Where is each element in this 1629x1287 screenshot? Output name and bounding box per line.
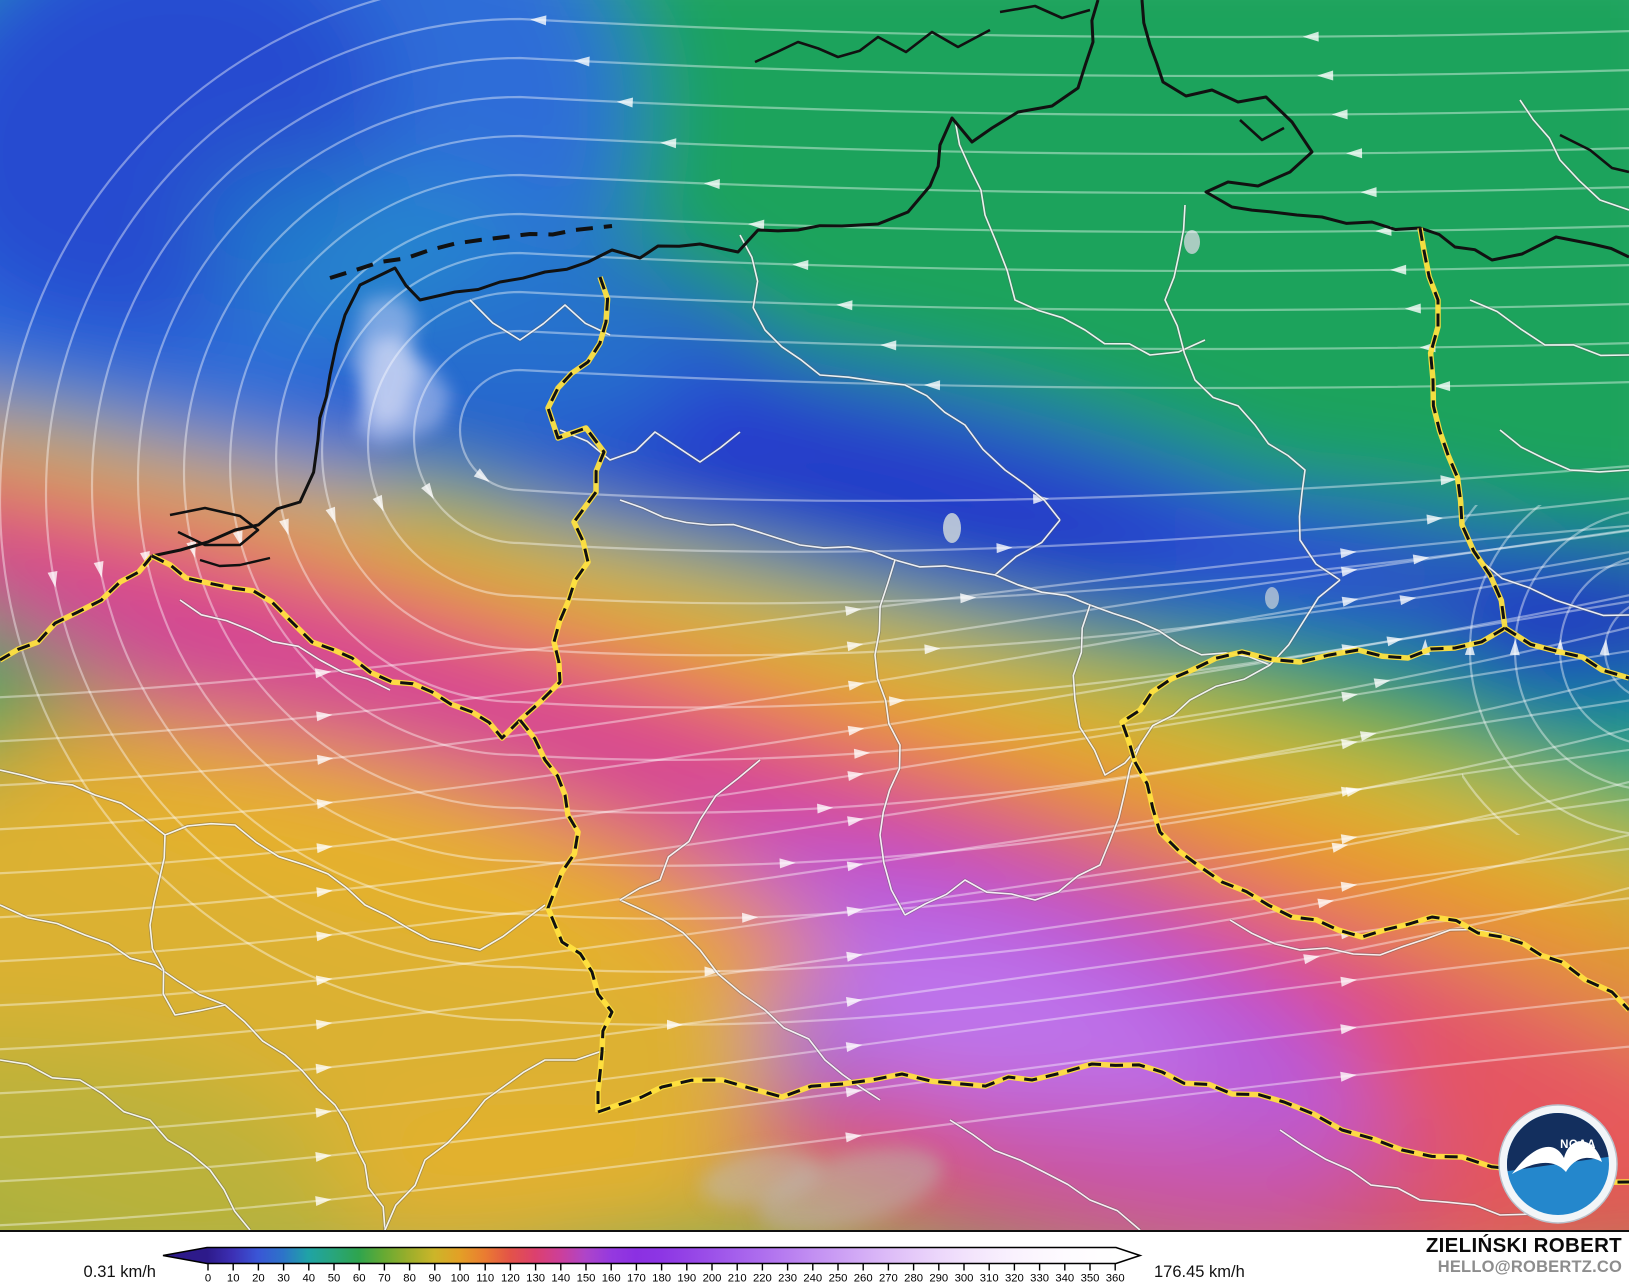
legend-tick-label: 140 xyxy=(551,1273,570,1285)
color-scale-bar xyxy=(162,1246,1143,1265)
legend-tick-label: 310 xyxy=(980,1273,999,1285)
legend-min-label: 0.31 km/h xyxy=(84,1263,156,1281)
legend-tick-label: 200 xyxy=(703,1273,722,1285)
legend-tick-label: 120 xyxy=(501,1273,520,1285)
legend-max-label: 176.45 km/h xyxy=(1154,1263,1245,1281)
legend-tick-label: 280 xyxy=(904,1273,923,1285)
noaa-seagull-icon xyxy=(1512,1141,1602,1174)
legend-tick-label: 90 xyxy=(429,1273,442,1285)
noaa-logo: NOAA xyxy=(1498,1104,1618,1224)
legend-tick-label: 240 xyxy=(803,1273,822,1285)
legend-tick-label: 130 xyxy=(526,1273,545,1285)
legend-tick-label: 230 xyxy=(778,1273,797,1285)
noaa-logo-text: NOAA xyxy=(1560,1139,1596,1151)
legend-tick-label: 0 xyxy=(205,1273,211,1285)
legend-tick-label: 350 xyxy=(1081,1273,1100,1285)
legend-tick-label: 340 xyxy=(1055,1273,1074,1285)
wind-speed-color-field xyxy=(0,0,1629,1230)
legend-tick-label: 190 xyxy=(677,1273,696,1285)
legend-tick-label: 100 xyxy=(451,1273,470,1285)
legend-tick-label: 290 xyxy=(929,1273,948,1285)
legend-tick-label: 10 xyxy=(227,1273,240,1285)
legend-tick-label: 150 xyxy=(577,1273,596,1285)
legend-tick-label: 250 xyxy=(829,1273,848,1285)
legend-tick-label: 80 xyxy=(403,1273,416,1285)
attribution-email: HELLO@ROBERTZ.CO xyxy=(1437,1258,1622,1277)
legend-tick-label: 180 xyxy=(652,1273,671,1285)
legend-tick-label: 360 xyxy=(1106,1273,1125,1285)
legend-tick-label: 70 xyxy=(378,1273,391,1285)
legend-tick-label: 220 xyxy=(753,1273,772,1285)
lake-land-patches xyxy=(350,230,1279,1230)
legend-tick-labels: 0 10 20 30 40 50 60 70 80 90 100 110 120 130 140 150 160… xyxy=(205,1273,1125,1285)
wind-map-canvas[interactable]: NOAA xyxy=(0,0,1629,1230)
legend-tick-label: 210 xyxy=(728,1273,747,1285)
legend-tick-label: 160 xyxy=(602,1273,621,1285)
legend-tick-label: 20 xyxy=(252,1273,265,1285)
legend-tick-label: 110 xyxy=(476,1273,494,1285)
wind-speed-map[interactable]: NOAA xyxy=(0,0,1629,1230)
attribution: ZIELIŃSKI ROBERT HELLO@ROBERTZ.CO xyxy=(1426,1234,1622,1278)
legend-tick-label: 50 xyxy=(328,1273,341,1285)
legend-tick-label: 30 xyxy=(277,1273,290,1285)
legend-tick-label: 260 xyxy=(854,1273,873,1285)
legend-tick-label: 300 xyxy=(955,1273,974,1285)
map-borders xyxy=(0,0,1629,1230)
legend-ticks xyxy=(207,1263,1116,1271)
legend-tick-label: 330 xyxy=(1030,1273,1049,1285)
legend-tick-label: 170 xyxy=(627,1273,646,1285)
wind-speed-legend: 0 10 20 30 40 50 60 70 80 90 100 110 120 130 140 150 160… xyxy=(84,1246,1245,1285)
legend-tick-label: 40 xyxy=(303,1273,316,1285)
attribution-name: ZIELIŃSKI ROBERT xyxy=(1425,1234,1622,1257)
legend-tick-label: 320 xyxy=(1005,1273,1024,1285)
wind-streamlines xyxy=(0,0,1629,1228)
legend-tick-label: 60 xyxy=(353,1273,366,1285)
legend-strip: 0 10 20 30 40 50 60 70 80 90 100 110 120 130 140 150 160… xyxy=(0,1230,1629,1287)
legend-tick-label: 270 xyxy=(879,1273,898,1285)
